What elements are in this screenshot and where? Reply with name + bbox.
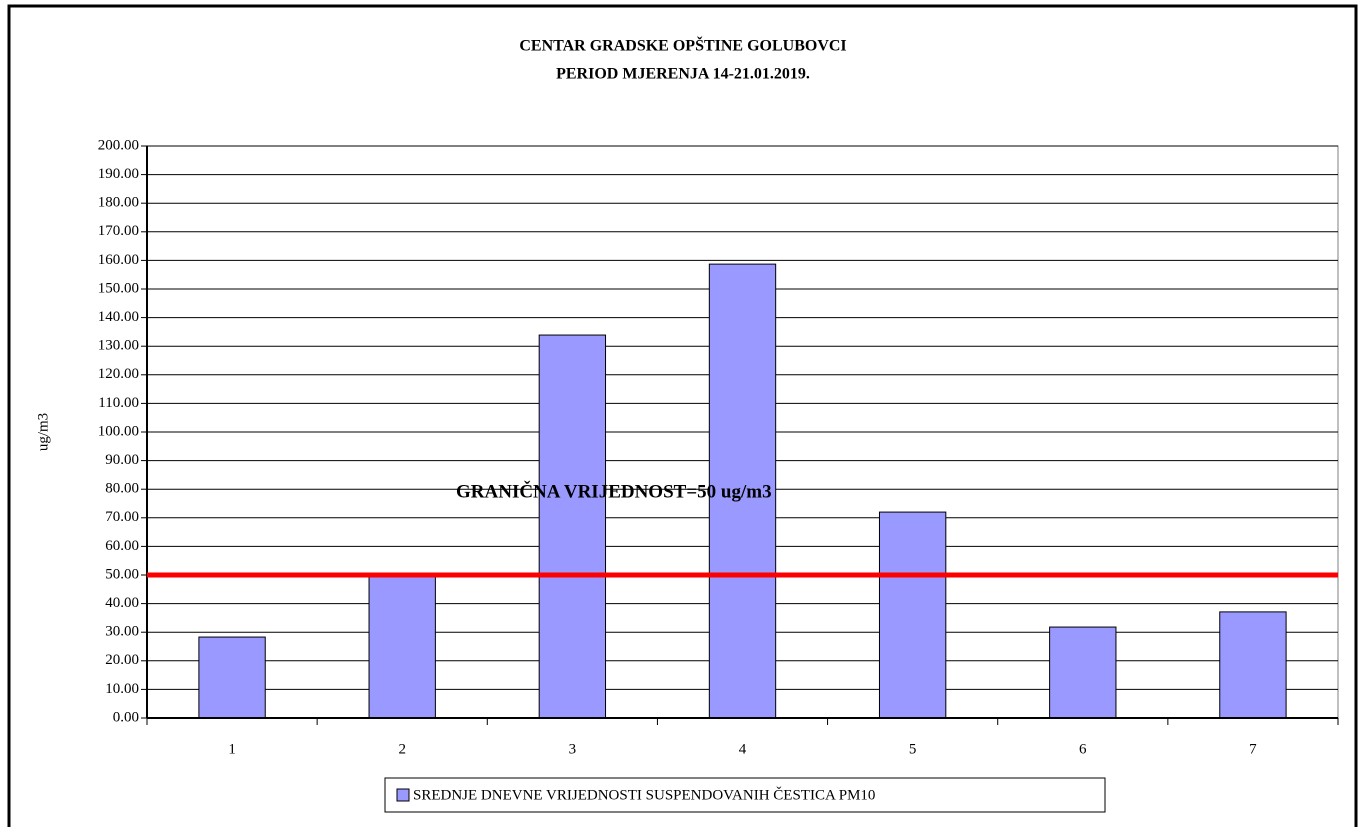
x-tick-label: 2 [398, 741, 406, 757]
y-tick-label: 140.00 [98, 309, 139, 325]
chart-subtitle: PERIOD MJERENJA 14-21.01.2019. [556, 66, 810, 83]
y-tick-label: 20.00 [105, 652, 139, 668]
y-tick-label: 170.00 [98, 223, 139, 239]
threshold-label: GRANIČNA VRIJEDNOST=50 ug/m3 [456, 480, 772, 502]
bar [708, 263, 777, 719]
y-tick-label: 160.00 [98, 252, 139, 268]
y-tick-label: 30.00 [105, 624, 139, 640]
y-tick-label: 90.00 [105, 452, 139, 468]
bar [878, 511, 947, 719]
x-tick-label: 4 [739, 741, 747, 757]
y-tick-label: 120.00 [98, 366, 139, 382]
y-tick-label: 80.00 [105, 481, 139, 497]
y-tick-label: 0.00 [113, 709, 139, 725]
x-tick-label: 7 [1249, 741, 1257, 757]
y-tick-label: 150.00 [98, 280, 139, 296]
bar [1049, 626, 1117, 719]
y-tick-label: 130.00 [98, 338, 139, 354]
y-tick-label: 50.00 [105, 566, 139, 582]
y-tick-label: 70.00 [105, 509, 139, 525]
y-tick-label: 40.00 [105, 595, 139, 611]
y-tick-label: 200.00 [98, 137, 139, 153]
chart-title: CENTAR GRADSKE OPŠTINE GOLUBOVCI [519, 36, 846, 55]
x-tick-label: 3 [569, 741, 577, 757]
bar [368, 576, 436, 719]
y-tick-label: 110.00 [98, 395, 139, 411]
y-tick-label: 10.00 [105, 681, 139, 697]
legend-label: SREDNJE DNEVNE VRIJEDNOSTI SUSPENDOVANIH… [413, 786, 875, 803]
x-tick-label: 5 [909, 741, 917, 757]
y-tick-label: 60.00 [105, 538, 139, 554]
y-tick-label: 190.00 [98, 166, 139, 182]
bar [538, 334, 607, 719]
x-tick-label: 1 [228, 741, 236, 757]
y-tick-label: 100.00 [98, 423, 139, 439]
x-tick-label: 6 [1079, 741, 1087, 757]
legend-swatch [396, 788, 410, 802]
bar [198, 636, 266, 719]
bar [1219, 611, 1287, 719]
y-tick-label: 180.00 [98, 195, 139, 211]
y-axis-label: ug/m3 [35, 413, 51, 451]
legend [384, 777, 1106, 813]
